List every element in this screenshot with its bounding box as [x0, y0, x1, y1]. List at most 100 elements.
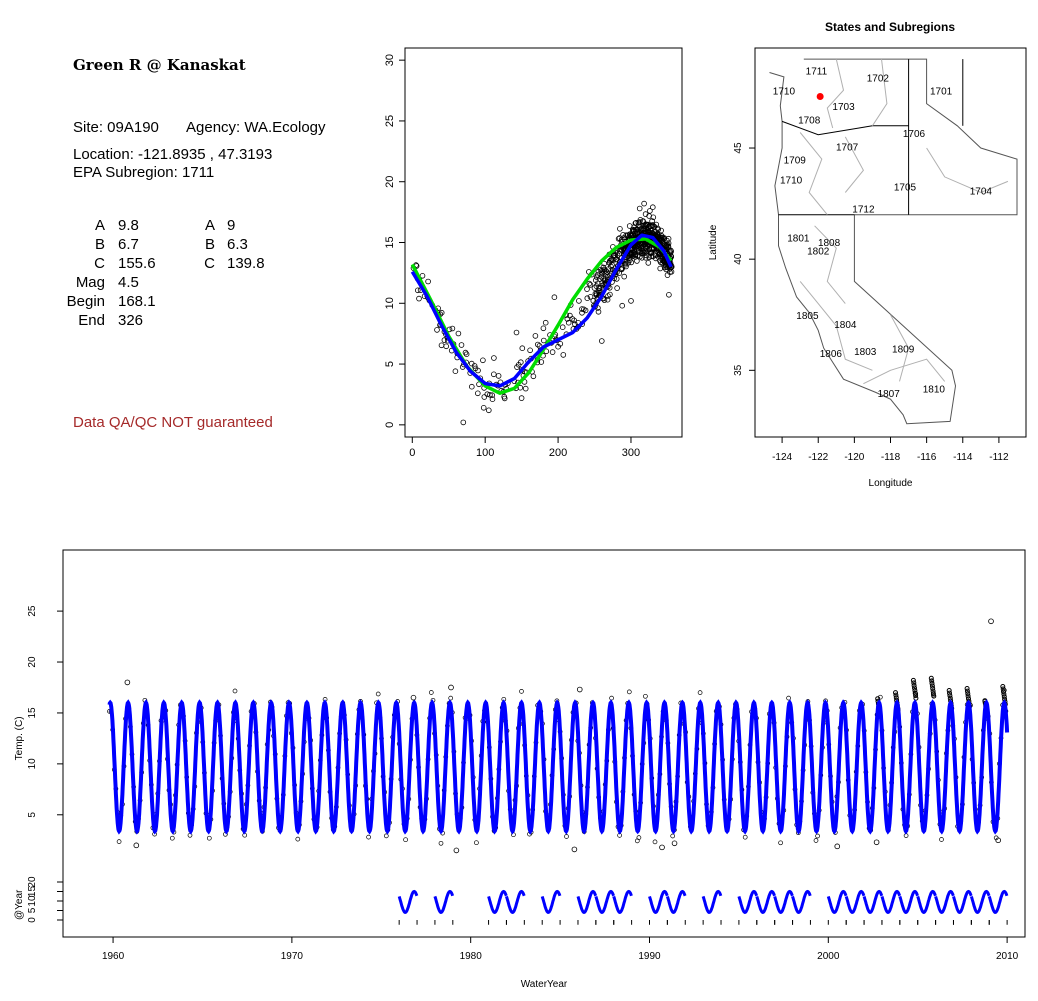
obs-point	[557, 340, 564, 347]
lon-tick-label: -122	[808, 452, 828, 463]
subregion-label: 1802	[807, 247, 830, 258]
y-tick-label: 5	[384, 361, 396, 367]
year-fit-line	[755, 889, 776, 914]
fit-line-blue	[410, 233, 673, 388]
obs-point	[571, 317, 577, 324]
obs-point	[670, 833, 676, 839]
ts-xlabel: WaterYear	[521, 979, 568, 990]
obs-point	[206, 835, 212, 841]
obs-point	[169, 835, 175, 841]
obs-point	[604, 296, 611, 303]
map-title: States and Subregions	[825, 20, 955, 34]
peak-point	[913, 693, 919, 699]
state-boundary	[781, 120, 909, 136]
obs-point	[628, 259, 635, 266]
peak-point	[911, 680, 917, 686]
obs-point	[187, 832, 193, 838]
obs-point	[604, 269, 610, 275]
obs-point	[595, 308, 602, 315]
year-fit-line	[934, 889, 955, 914]
lat-tick-label: 40	[733, 253, 744, 265]
ts-ylabel: Temp. (C)	[14, 716, 25, 760]
obs-point	[452, 368, 459, 375]
obs-point	[582, 307, 589, 314]
peak-point	[931, 693, 937, 699]
subregion-label: EPA Subregion: 1711	[73, 164, 215, 181]
year-fit-line	[594, 889, 615, 914]
obs-point	[611, 252, 617, 258]
peak-point	[912, 685, 917, 691]
param-name: Mag	[75, 274, 105, 291]
temp-tick-label: 5	[27, 812, 38, 818]
obs-point	[742, 834, 748, 840]
obs-point	[462, 349, 469, 356]
obs-point	[375, 691, 381, 697]
obs-point	[615, 236, 622, 242]
temp-tick-label: 20	[27, 656, 38, 668]
peak-point	[929, 680, 935, 686]
obs-point	[438, 309, 445, 316]
peak-point	[930, 688, 936, 694]
obs-point	[438, 840, 444, 846]
x-tick-label: 0	[409, 447, 415, 459]
obs-point	[598, 338, 605, 344]
obs-point	[613, 276, 620, 282]
obs-point	[650, 214, 657, 221]
obs-point	[540, 325, 547, 332]
subregion-label: 1805	[796, 311, 819, 322]
outlier-point	[448, 684, 454, 691]
peak-point	[893, 690, 898, 696]
lat-tick-label: 45	[733, 142, 744, 154]
y-tick-label: 0	[384, 422, 396, 428]
peak-point	[964, 686, 970, 691]
year-index-tick-label: 20	[27, 876, 38, 888]
peak-point	[1000, 686, 1006, 692]
peak-point	[929, 683, 935, 689]
param-name: C	[204, 255, 215, 272]
obs-point	[519, 345, 526, 352]
year-fit-line	[987, 889, 1009, 914]
obs-point	[536, 343, 543, 349]
param-name: B	[94, 236, 105, 253]
obs-point	[697, 690, 703, 695]
subregion-boundary	[826, 58, 845, 129]
obs-point	[522, 385, 529, 392]
year-fit-line	[773, 889, 794, 914]
y-tick-label: 15	[384, 236, 396, 248]
subregion-label: 1712	[852, 204, 875, 215]
year-fit-line	[433, 889, 455, 914]
obs-point	[786, 695, 791, 701]
year-fit-line	[969, 889, 991, 914]
obs-point	[295, 836, 301, 842]
obs-point	[569, 316, 576, 322]
obs-point	[495, 373, 502, 379]
param-value: 6.3	[227, 236, 248, 253]
year-fit-line	[844, 889, 866, 914]
obs-point	[517, 359, 524, 366]
obs-point	[475, 367, 481, 374]
peak-point	[1001, 694, 1007, 700]
obs-point	[636, 835, 642, 840]
temp-tick-label: 25	[27, 605, 38, 617]
obs-point	[468, 383, 475, 390]
obs-point	[634, 258, 640, 264]
obs-point	[551, 294, 558, 301]
obs-point	[639, 254, 645, 261]
fit-line	[107, 699, 1010, 835]
subregion-boundary	[799, 132, 828, 216]
obs-point	[571, 321, 578, 327]
param-name: B	[204, 236, 215, 253]
obs-point	[601, 297, 608, 303]
temp-tick-label: 15	[27, 707, 38, 719]
peak-point	[910, 677, 916, 683]
obs-point	[501, 395, 508, 402]
obs-point	[414, 287, 421, 294]
subregion-label: 1701	[930, 87, 953, 98]
obs-point	[617, 226, 623, 232]
obs-point	[626, 689, 632, 695]
obs-point	[530, 373, 537, 380]
obs-point	[458, 342, 465, 348]
obs-point	[489, 392, 496, 399]
year-fit-line	[952, 889, 973, 914]
y-tick-label: 10	[384, 297, 396, 309]
